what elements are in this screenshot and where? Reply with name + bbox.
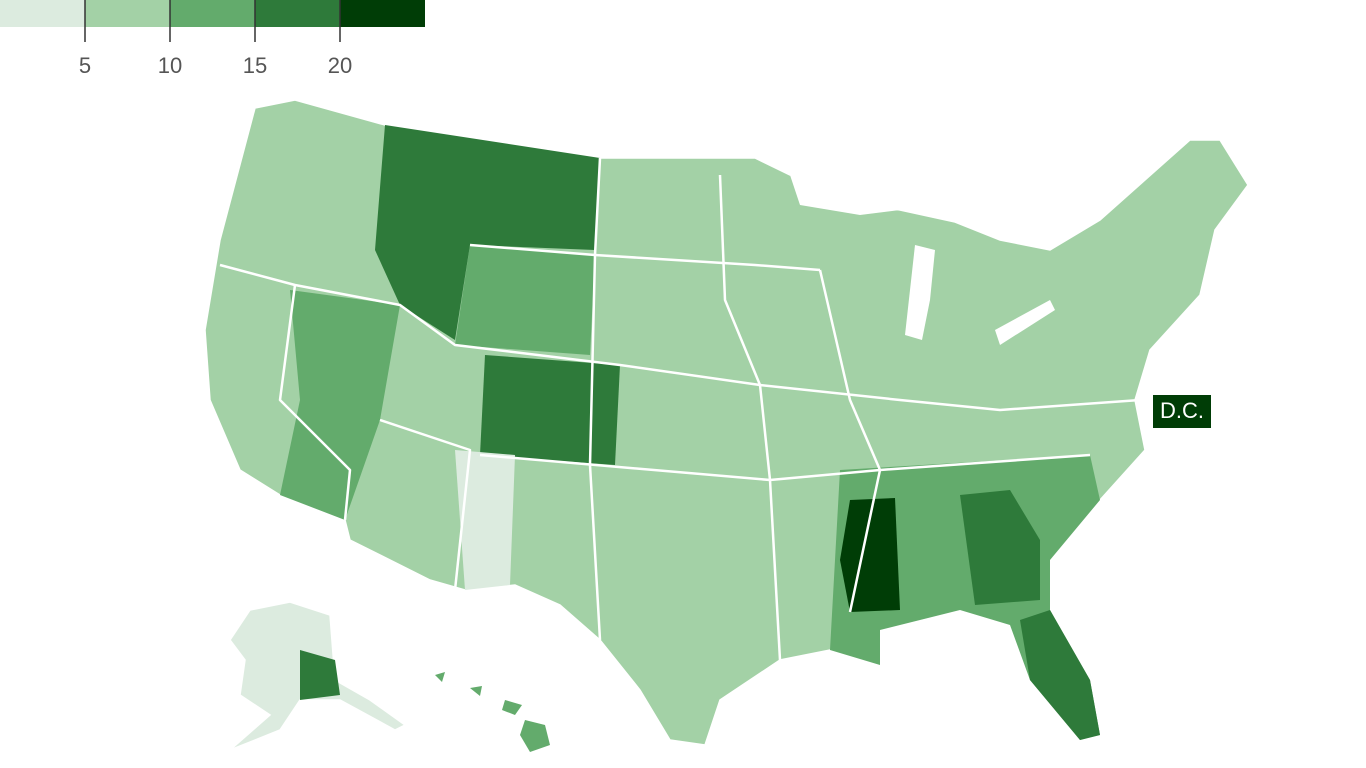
hawaii-1 bbox=[435, 672, 445, 682]
hawaii-3 bbox=[502, 700, 522, 715]
region-wyoming bbox=[455, 245, 595, 355]
legend: 5 10 15 20 bbox=[0, 0, 425, 78]
legend-tick-label: 10 bbox=[158, 53, 182, 78]
hawaii-4 bbox=[520, 720, 550, 752]
dc-label: D.C. bbox=[1160, 398, 1204, 423]
dc-box bbox=[1153, 395, 1211, 428]
lake-erie bbox=[995, 300, 1055, 345]
state-border bbox=[718, 174, 782, 661]
region-west bbox=[280, 290, 400, 520]
legend-tick-label: 20 bbox=[328, 53, 352, 78]
lake-michigan bbox=[905, 245, 935, 340]
region-florida bbox=[1020, 610, 1100, 740]
region-georgia bbox=[960, 490, 1040, 605]
region-colorado bbox=[480, 355, 620, 465]
legend-swatch bbox=[340, 0, 425, 27]
legend-swatch bbox=[85, 0, 170, 27]
state-border bbox=[818, 269, 882, 613]
state-border bbox=[469, 243, 821, 272]
legend-tick-label: 15 bbox=[243, 53, 267, 78]
legend-swatch bbox=[255, 0, 340, 27]
alaska-panhandle bbox=[300, 650, 340, 700]
state-border bbox=[219, 263, 1141, 412]
state-border bbox=[588, 157, 602, 641]
legend-swatch bbox=[0, 0, 85, 27]
legend-swatch bbox=[170, 0, 255, 27]
region-idaho-montana bbox=[375, 125, 600, 340]
hawaii-2 bbox=[470, 686, 482, 696]
state-border bbox=[278, 284, 352, 521]
lake-superior bbox=[790, 175, 900, 215]
region-new-mexico bbox=[455, 450, 515, 590]
legend-tick-label: 5 bbox=[79, 53, 91, 78]
state-border bbox=[479, 453, 1091, 482]
state-border bbox=[379, 418, 472, 591]
map: D.C. bbox=[204, 99, 1249, 752]
